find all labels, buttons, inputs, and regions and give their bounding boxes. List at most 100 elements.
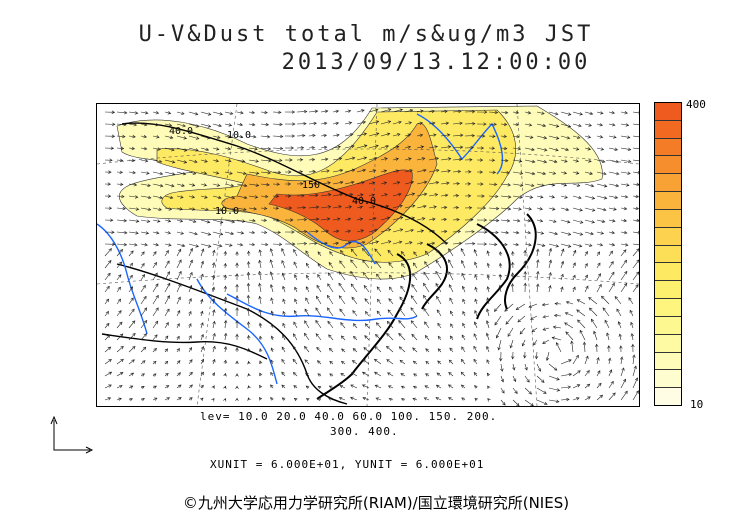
wind-vector-head: [374, 346, 378, 350]
wind-vector: [425, 335, 430, 341]
wind-vector: [435, 271, 442, 281]
wind-vector: [224, 286, 226, 293]
wind-vector-head: [455, 194, 460, 198]
wind-vector-head: [462, 322, 466, 327]
wind-vector-head: [143, 122, 148, 127]
wind-vector: [416, 181, 427, 185]
wind-vector-head: [552, 171, 557, 175]
wind-vector-head: [563, 171, 568, 175]
wind-vector: [140, 135, 147, 138]
wind-vector-head: [215, 159, 220, 163]
wind-vector-head: [479, 158, 484, 162]
wind-vector-head: [200, 384, 204, 389]
wind-vector: [270, 297, 274, 305]
wind-vector: [212, 111, 223, 115]
wind-vector: [236, 123, 243, 126]
wind-vector: [248, 159, 259, 162]
wind-vector: [338, 283, 346, 293]
wind-vector-head: [293, 333, 297, 337]
wind-vector: [362, 259, 370, 269]
wind-vector-head: [373, 217, 377, 221]
wind-vector-head: [516, 134, 520, 139]
wind-vector-head: [339, 385, 344, 389]
wind-vector: [608, 207, 617, 210]
wind-vector-head: [133, 123, 138, 127]
wind-vector: [536, 219, 543, 222]
wind-vector-head: [542, 340, 546, 344]
wind-vector-head: [431, 241, 436, 246]
wind-vector-head: [602, 307, 606, 311]
wind-vector-head: [130, 250, 134, 254]
wind-vector: [487, 263, 490, 269]
wind-vector: [548, 272, 552, 281]
wind-vector: [536, 283, 539, 293]
wind-vector-head: [118, 397, 122, 401]
wind-vector-head: [398, 319, 402, 324]
wind-vector-head: [146, 171, 150, 175]
wind-vector-head: [359, 205, 364, 209]
wind-vector-head: [474, 397, 478, 402]
wind-vector: [259, 323, 262, 329]
wind-vector: [560, 123, 571, 127]
wind-vector: [536, 159, 547, 163]
wind-vector-head: [155, 283, 159, 287]
wind-vector: [584, 383, 590, 389]
wind-vector-head: [553, 367, 558, 371]
wind-vector: [596, 231, 604, 234]
wind-vector: [428, 206, 437, 209]
wind-vector-head: [303, 109, 308, 114]
wind-vector-head: [567, 112, 572, 116]
wind-vector-head: [178, 248, 182, 253]
wind-vector-head: [282, 285, 286, 290]
wind-vector: [164, 159, 175, 163]
wind-vector: [531, 327, 538, 333]
wind-vector: [488, 195, 498, 197]
wind-vector-head: [275, 206, 280, 210]
wind-vector-head: [529, 195, 534, 199]
wind-vector-head: [462, 310, 466, 315]
wind-vector: [356, 157, 367, 161]
wind-vector-head: [624, 111, 628, 115]
wind-vector: [416, 157, 425, 161]
wind-vector-head: [482, 134, 486, 138]
wind-vector-head: [447, 169, 451, 173]
wind-vector-head: [143, 319, 148, 324]
wind-vector-head: [386, 320, 391, 325]
wind-vector-head: [347, 229, 352, 233]
wind-vector-head: [586, 383, 591, 387]
wind-vector-head: [157, 147, 161, 151]
wind-vector-head: [423, 192, 428, 196]
wind-vector: [140, 207, 151, 211]
wind-vector-head: [552, 325, 557, 329]
wind-vector-head: [375, 240, 380, 244]
wind-vector: [164, 397, 170, 401]
wind-vector-head: [609, 250, 613, 255]
wind-vector-head: [338, 282, 342, 287]
wind-vector-head: [218, 244, 223, 248]
wind-vector: [572, 171, 579, 174]
wind-vector-head: [246, 282, 251, 287]
wind-vector: [486, 308, 490, 317]
wind-vector: [224, 320, 227, 329]
wind-vector-head: [609, 369, 613, 373]
wind-vector-head: [263, 206, 268, 211]
wind-vector: [259, 283, 262, 293]
wind-vector: [571, 341, 574, 353]
wind-vector-head: [247, 373, 251, 377]
wind-vector-head: [108, 384, 112, 388]
wind-vector-head: [251, 110, 256, 115]
wind-vector: [500, 207, 511, 210]
wind-vector-head: [270, 359, 274, 364]
wind-vector: [305, 286, 310, 293]
wind-vector-head: [469, 158, 473, 162]
wind-vector-head: [458, 109, 462, 114]
wind-vector-head: [200, 333, 204, 338]
wind-vector: [424, 261, 430, 269]
wind-vector: [200, 346, 204, 353]
wind-vector-head: [178, 397, 182, 401]
wind-vector-head: [565, 147, 569, 152]
wind-vector: [320, 218, 330, 221]
wind-vector-head: [498, 273, 503, 278]
wind-vector-head: [385, 204, 390, 209]
wind-vector: [200, 261, 204, 269]
